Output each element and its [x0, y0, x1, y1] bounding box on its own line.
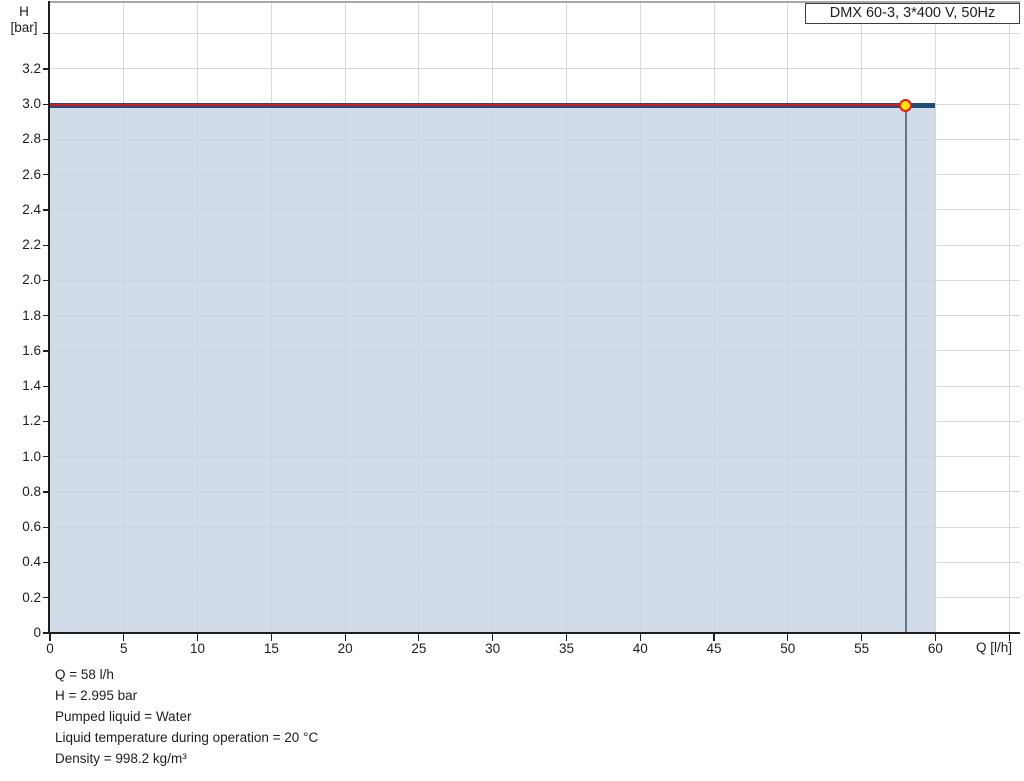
- duty-point-marker[interactable]: [899, 98, 913, 112]
- y-axis-tick: [43, 561, 50, 564]
- x-axis-tick: [123, 633, 125, 641]
- y-axis-tick: [43, 138, 50, 141]
- x-tick-label: 50: [780, 641, 796, 656]
- info-pumped-liquid: Pumped liquid = Water: [55, 709, 192, 724]
- grid-line-vertical: [1008, 2, 1010, 633]
- y-axis-tick: [43, 456, 50, 458]
- legend-box: DMX 60-3, 3*400 V, 50Hz: [805, 3, 1020, 24]
- y-tick-label: 2.0: [22, 272, 41, 288]
- y-tick-label: 2.2: [22, 237, 41, 253]
- y-axis-tick: [43, 385, 50, 387]
- x-axis-tick: [787, 633, 789, 641]
- y-axis-tick: [43, 33, 50, 35]
- y-tick-label: 2.6: [22, 166, 41, 182]
- y-tick-label: 1.4: [22, 378, 41, 394]
- y-tick-label: 0: [33, 625, 41, 640]
- y-tick-label: 3.0: [22, 96, 41, 112]
- y-axis-tick: [43, 350, 50, 352]
- x-axis-tick: [860, 633, 863, 641]
- x-tick-label: 20: [337, 641, 353, 656]
- y-tick-label: 1.2: [22, 413, 41, 429]
- y-tick-label: 2.8: [22, 131, 41, 147]
- duty-info-block: Q = 58 l/h H = 2.995 bar Pumped liquid =…: [55, 664, 318, 769]
- x-tick-label: 60: [927, 641, 943, 656]
- x-tick-label: 30: [485, 641, 501, 656]
- x-axis-tick: [344, 633, 346, 641]
- grid-line-horizontal: [50, 68, 1020, 70]
- y-tick-label: 1.8: [22, 307, 41, 323]
- selected-duty-range[interactable]: [50, 104, 906, 107]
- y-tick-label: 2.4: [22, 201, 41, 217]
- x-axis-title: Q [l/h]: [975, 640, 1012, 655]
- x-axis-tick: [565, 633, 568, 641]
- y-axis-tick: [43, 632, 50, 634]
- x-tick-label: 45: [706, 641, 722, 656]
- y-axis-unit: [bar]: [10, 20, 38, 35]
- info-head: H = 2.995 bar: [55, 688, 138, 703]
- x-axis-tick: [49, 633, 51, 641]
- y-tick-label: 1.0: [22, 448, 41, 464]
- y-tick-label: 1.6: [22, 342, 41, 358]
- x-tick-label: 40: [632, 641, 648, 656]
- x-axis-tick: [934, 633, 936, 641]
- y-tick-label: 0.8: [22, 483, 41, 499]
- grid-line-horizontal: [50, 33, 1020, 35]
- y-axis-tick: [43, 209, 50, 211]
- x-axis-tick: [270, 633, 272, 641]
- x-axis-tick: [418, 633, 420, 641]
- legend-label: DMX 60-3, 3*400 V, 50Hz: [829, 5, 996, 21]
- y-axis-title: H: [19, 4, 29, 19]
- x-tick-label: 0: [46, 641, 54, 656]
- plot-top-border: [50, 1, 1020, 3]
- curve-area-fill: [50, 106, 937, 633]
- y-axis-tick: [43, 491, 50, 493]
- info-liquid-temperature: Liquid temperature during operation = 20…: [55, 730, 319, 745]
- y-axis-tick: [43, 103, 50, 105]
- x-tick-label: 5: [120, 641, 128, 656]
- y-axis-tick: [43, 315, 50, 317]
- x-axis-tick: [639, 633, 641, 641]
- x-tick-label: 55: [854, 641, 870, 656]
- y-axis-line: [48, 1, 51, 634]
- x-tick-label: 10: [190, 641, 206, 656]
- info-flow: Q = 58 l/h: [55, 667, 114, 682]
- y-axis-tick: [43, 597, 50, 599]
- x-axis-tick: [713, 633, 715, 641]
- x-tick-label: 15: [263, 641, 279, 656]
- x-axis-tick: [196, 633, 199, 641]
- y-axis-tick: [43, 526, 50, 528]
- info-density: Density = 998.2 kg/m³: [55, 751, 187, 766]
- y-axis-tick: [43, 68, 50, 70]
- duty-drop-line: [905, 108, 907, 633]
- y-tick-label: 0.6: [22, 519, 41, 535]
- y-tick-label: 0.4: [22, 554, 41, 570]
- x-tick-label: 25: [411, 641, 427, 656]
- y-axis-tick: [43, 174, 50, 176]
- y-axis-tick: [43, 279, 50, 282]
- x-tick-label: 35: [558, 641, 574, 656]
- x-axis-tick: [492, 633, 494, 641]
- y-tick-label: 0.2: [22, 589, 41, 605]
- y-axis-tick: [43, 244, 50, 246]
- y-tick-label: 3.2: [22, 60, 41, 76]
- x-axis-tick: [1008, 633, 1010, 641]
- x-axis-line: [48, 632, 1020, 634]
- y-axis-tick: [43, 420, 50, 423]
